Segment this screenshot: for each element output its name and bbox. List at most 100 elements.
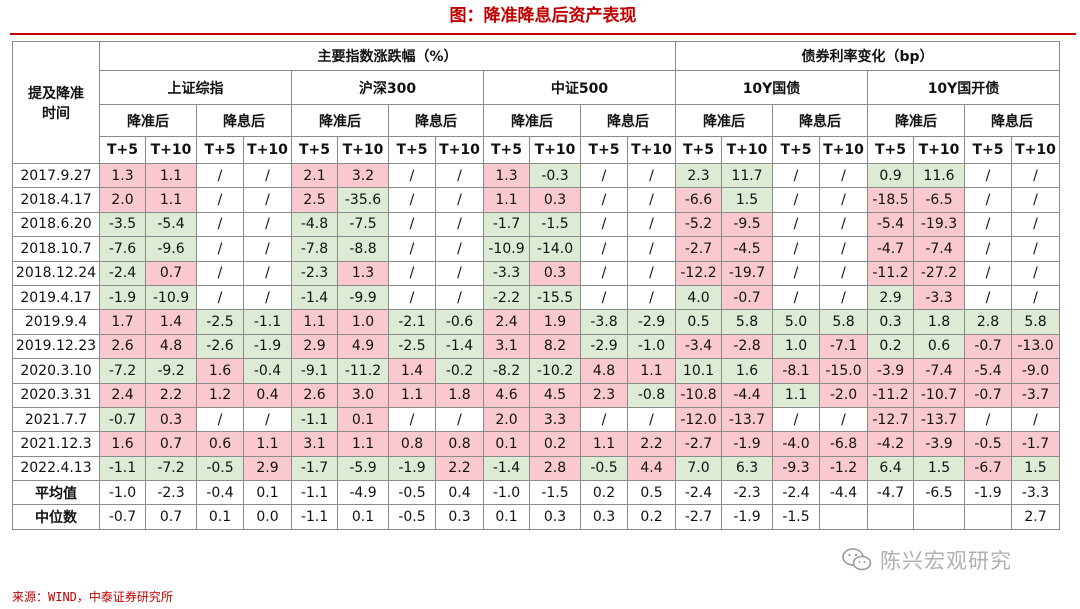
value-cell: 1.1 [772,382,820,408]
policy-header: 降息后 [772,104,868,137]
period-header: T+5 [483,136,530,164]
row-date: 2018.6.20 [12,211,100,238]
value-cell: / [435,162,484,189]
title-divider [10,33,1076,35]
value-cell: / [819,162,868,189]
value-cell: / [435,406,484,433]
value-cell: 1.1 [388,382,436,408]
value-cell: -8.8 [337,236,389,262]
value-cell: / [1011,284,1060,311]
table-row: 2018.6.20 -3.5 -5.4// -4.8 -7.5// -1.7 -1.5// -… [12,211,1060,238]
summary-label: 平均值 [12,480,100,506]
value-cell: -19.7 [721,260,773,286]
value-cell: / [772,211,820,238]
value-cell: 0.1 [483,431,530,457]
summary-cell: -1.0 [99,480,146,506]
value-cell: 2.9 [243,455,292,482]
value-cell: 1.3 [483,162,530,189]
value-cell: -12.2 [675,260,722,286]
value-cell: -1.1 [243,309,292,335]
value-cell: -0.7 [721,284,773,311]
value-cell: -0.8 [627,382,676,408]
policy-header: 降准后 [867,104,965,137]
value-cell: -2.8 [721,333,773,360]
value-cell: -5.4 [867,211,914,238]
value-cell: -2.2 [483,284,530,311]
value-cell: 0.6 [196,431,244,457]
value-cell: -3.5 [99,211,146,238]
policy-header: 降息后 [964,104,1060,137]
summary-cell: -1.1 [291,480,338,506]
value-cell: 5.8 [1011,309,1060,335]
value-cell: / [964,187,1012,213]
value-cell: -2.5 [196,309,244,335]
value-cell: 4.9 [337,333,389,360]
value-cell: -3.3 [483,260,530,286]
summary-cell: 0.3 [529,504,581,530]
value-cell: / [388,187,436,213]
table-row: 2021.12.3 1.6 0.7 0.6 1.1 3.1 1.1 0.8 0.8 0.1 0.2 1… [12,431,1060,457]
value-cell: -9.6 [145,236,197,262]
value-cell: 3.2 [337,162,389,189]
value-cell: -7.2 [99,358,146,384]
value-cell: / [819,187,868,213]
wechat-icon [842,548,872,571]
value-cell: 4.4 [627,455,676,482]
value-cell: -27.2 [913,260,965,286]
value-cell: 1.5 [1011,455,1060,482]
value-cell: / [388,260,436,286]
summary-cell: 0.1 [337,504,389,530]
period-header: T+5 [675,136,722,164]
period-header: T+5 [291,136,338,164]
value-cell: / [1011,236,1060,262]
value-cell: 0.8 [435,431,484,457]
value-cell: / [1011,211,1060,238]
summary-cell: 0.7 [145,504,197,530]
value-cell: 1.7 [99,309,146,335]
summary-cell: -0.5 [388,480,436,506]
value-cell: -7.1 [819,333,868,360]
value-cell: 0.3 [867,309,914,335]
value-cell: 2.3 [675,162,722,189]
value-cell: 2.1 [291,162,338,189]
value-cell: 0.2 [529,431,581,457]
value-cell: -7.5 [337,211,389,238]
value-cell: -11.2 [867,260,914,286]
figure-title-bar: 图：降准降息后资产表现 [10,3,1076,35]
value-cell: 1.8 [435,382,484,408]
summary-cell [819,504,868,530]
date-header-line-1: 提及降准 [28,85,84,102]
value-cell: 1.1 [145,187,197,213]
row-date: 2019.12.23 [12,333,100,360]
value-cell: 1.9 [529,309,581,335]
value-cell: / [580,236,628,262]
row-date: 2021.7.7 [12,406,100,433]
value-cell: / [580,260,628,286]
value-cell: -6.7 [964,455,1012,482]
summary-cell: 0.2 [627,504,676,530]
summary-row: 中位数 -0.7 0.7 0.1 0.0 -1.1 0.1 -0.5 0.3 0.1 0.3 0.3 0… [12,504,1060,530]
value-cell: 0.9 [867,162,914,189]
index-change-group-header: 主要指数涨跌幅（%） [99,41,676,71]
value-cell: -5.4 [145,211,197,238]
value-cell: / [196,260,244,286]
value-cell: 2.9 [867,284,914,311]
watermark-text: 陈兴宏观研究 [880,549,1012,573]
value-cell: -0.5 [196,455,244,482]
value-cell: -1.5 [529,211,581,238]
table-row: 2019.4.17 -1.9 -10.9// -1.4 -9.9// -2.2 -15.5/… [12,284,1060,311]
value-cell: -7.4 [913,358,965,384]
value-cell: / [435,236,484,262]
value-cell: 1.3 [337,260,389,286]
summary-cell: 0.4 [435,480,484,506]
value-cell: -6.8 [819,431,868,457]
value-cell: 0.3 [145,406,197,433]
value-cell: -2.1 [388,309,436,335]
value-cell: / [819,236,868,262]
date-column-header: 提及降准 时间 [12,41,100,164]
value-cell: -1.4 [435,333,484,360]
value-cell: / [196,187,244,213]
index-header: 10Y国债 [675,70,868,105]
policy-header: 降息后 [196,104,292,137]
value-cell: -10.8 [675,382,722,408]
